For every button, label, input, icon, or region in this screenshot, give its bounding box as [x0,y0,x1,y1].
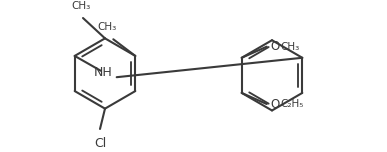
Text: CH₃: CH₃ [71,1,91,11]
Text: NH: NH [93,66,112,79]
Text: O: O [271,40,280,53]
Text: O: O [271,98,280,111]
Text: Cl: Cl [94,137,106,150]
Text: CH₃: CH₃ [281,42,300,52]
Text: CH₃: CH₃ [98,22,117,32]
Text: C₂H₅: C₂H₅ [281,99,304,109]
